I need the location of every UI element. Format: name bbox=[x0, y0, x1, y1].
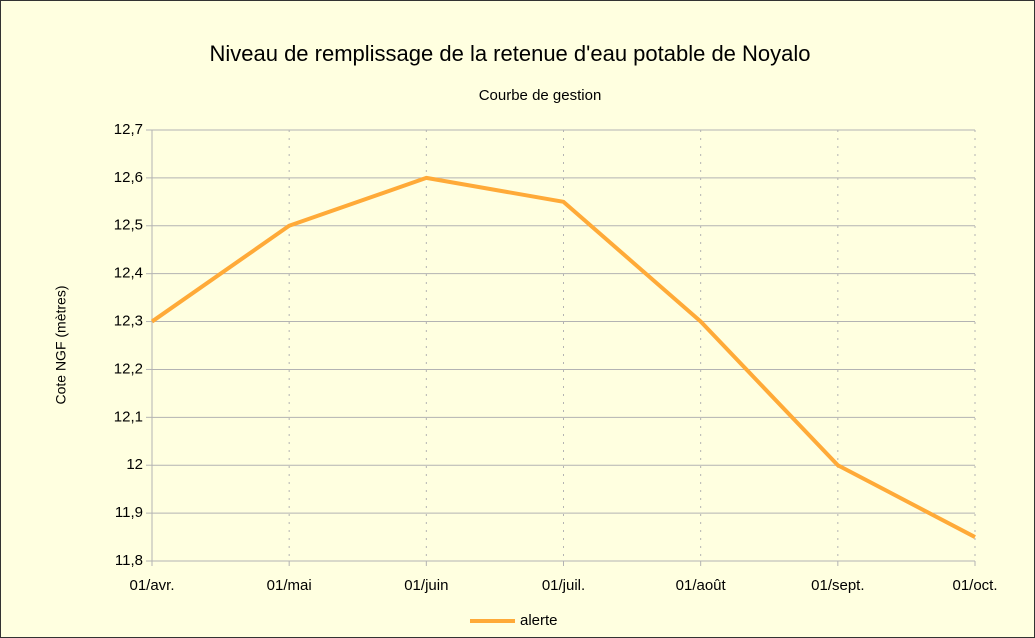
y-tick-label: 12,2 bbox=[114, 360, 143, 377]
y-tick-label: 11,8 bbox=[115, 552, 143, 569]
x-tick-label: 01/mai bbox=[267, 577, 312, 594]
chart-title: Niveau de remplissage de la retenue d'ea… bbox=[209, 41, 810, 66]
x-tick-label: 01/août bbox=[676, 577, 727, 594]
x-tick-label: 01/avr. bbox=[129, 577, 174, 594]
data-line bbox=[150, 175, 976, 539]
y-tick-label: 12,7 bbox=[114, 121, 143, 138]
legend-label: alerte bbox=[520, 612, 558, 629]
x-tick-label: 01/juil. bbox=[542, 577, 585, 594]
y-tick-label: 11,9 bbox=[115, 504, 143, 521]
y-tick-label: 12,1 bbox=[114, 408, 143, 425]
y-tick-label: 12,3 bbox=[114, 313, 143, 330]
y-tick-label: 12,4 bbox=[114, 265, 143, 282]
chart-subtitle: Courbe de gestion bbox=[479, 87, 602, 104]
x-tick-label: 01/juin bbox=[404, 577, 448, 594]
y-tick-label: 12,6 bbox=[114, 169, 143, 186]
y-axis-label: Cote NGF (mètres) bbox=[53, 285, 69, 404]
y-tick-label: 12 bbox=[126, 456, 143, 473]
x-tick-label: 01/sept. bbox=[811, 577, 864, 594]
x-tick-label: 01/oct. bbox=[952, 577, 997, 594]
y-tick-label: 12,5 bbox=[114, 217, 143, 234]
